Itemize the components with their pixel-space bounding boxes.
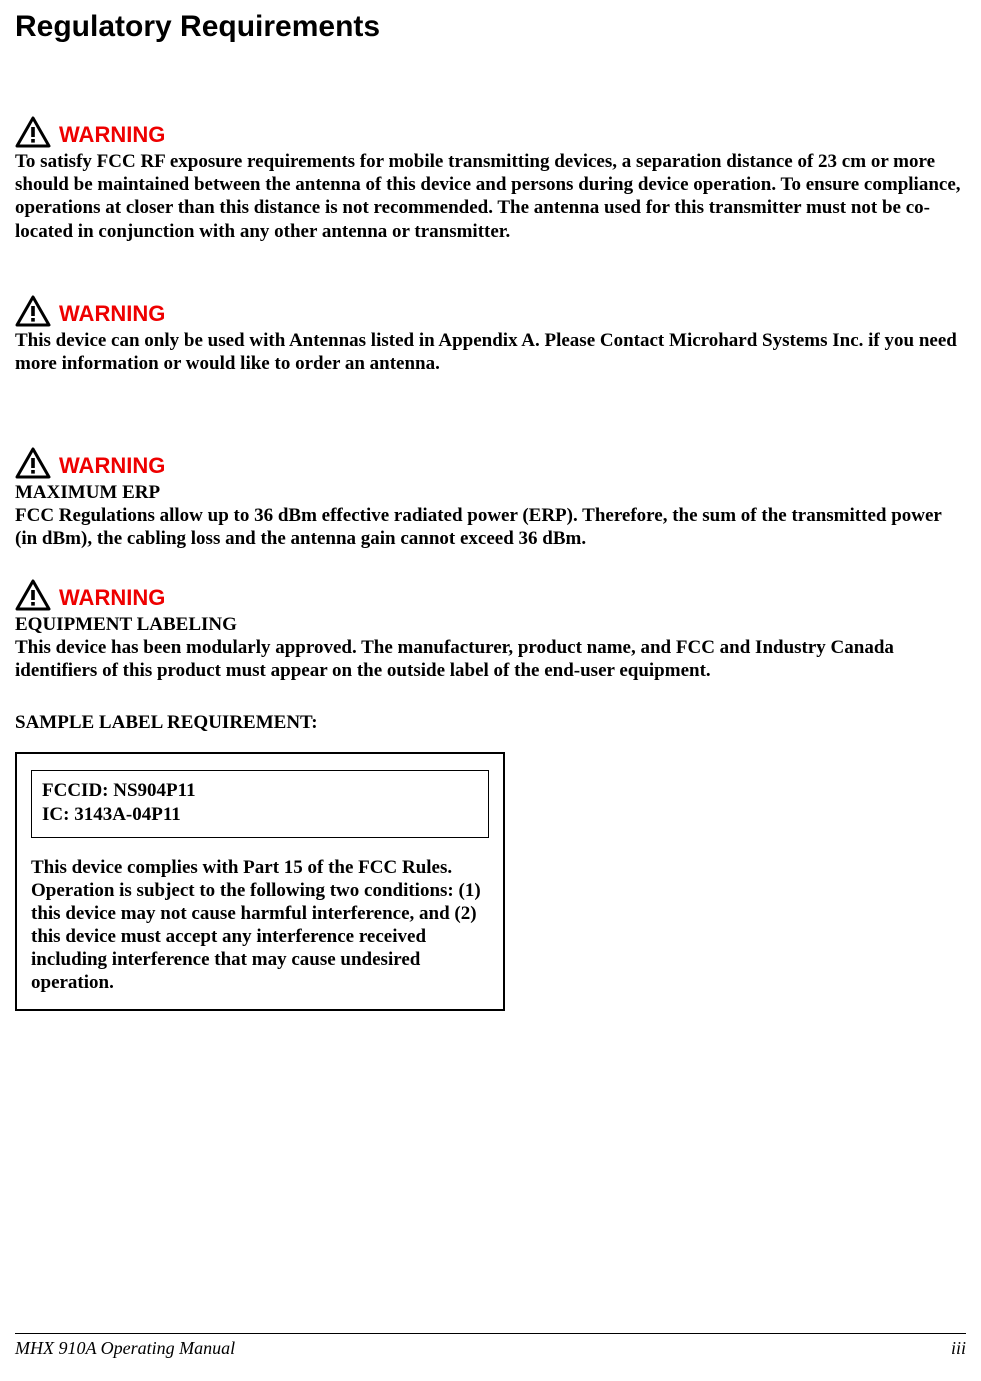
fccid-line: FCCID: NS904P11 <box>42 779 478 803</box>
warning-1: WARNING To satisfy FCC RF exposure requi… <box>15 116 966 243</box>
warning-body: This device has been modularly approved.… <box>15 636 966 682</box>
compliance-text: This device complies with Part 15 of the… <box>31 856 489 995</box>
warning-label: WARNING <box>59 124 165 148</box>
warning-label: WARNING <box>59 455 165 479</box>
warning-header: WARNING <box>15 447 966 479</box>
warning-header: WARNING <box>15 295 966 327</box>
warning-subtitle: MAXIMUM ERP <box>15 481 966 504</box>
warning-body: FCC Regulations allow up to 36 dBm effec… <box>15 504 966 550</box>
warning-label: WARNING <box>59 303 165 327</box>
footer-rule <box>15 1333 966 1334</box>
warning-4: WARNING EQUIPMENT LABELING This device h… <box>15 579 966 683</box>
ic-line: IC: 3143A-04P11 <box>42 803 478 827</box>
footer-right: iii <box>951 1338 966 1359</box>
warning-2: WARNING This device can only be used wit… <box>15 295 966 375</box>
footer-left: MHX 910A Operating Manual <box>15 1338 235 1359</box>
id-box: FCCID: NS904P11 IC: 3143A-04P11 <box>31 770 489 838</box>
warning-header: WARNING <box>15 579 966 611</box>
page-title: Regulatory Requirements <box>15 10 966 44</box>
warning-icon <box>15 295 51 327</box>
sample-label-box: FCCID: NS904P11 IC: 3143A-04P11 This dev… <box>15 752 505 1011</box>
warning-subtitle: EQUIPMENT LABELING <box>15 613 966 636</box>
page-footer: MHX 910A Operating Manual iii <box>15 1333 966 1359</box>
warning-label: WARNING <box>59 587 165 611</box>
warning-3: WARNING MAXIMUM ERP FCC Regulations allo… <box>15 447 966 551</box>
warning-body: This device can only be used with Antenn… <box>15 329 966 375</box>
warning-icon <box>15 447 51 479</box>
warning-icon <box>15 116 51 148</box>
warning-header: WARNING <box>15 116 966 148</box>
sample-label-heading: SAMPLE LABEL REQUIREMENT: <box>15 712 966 734</box>
warning-body: To satisfy FCC RF exposure requirements … <box>15 150 966 243</box>
warning-icon <box>15 579 51 611</box>
